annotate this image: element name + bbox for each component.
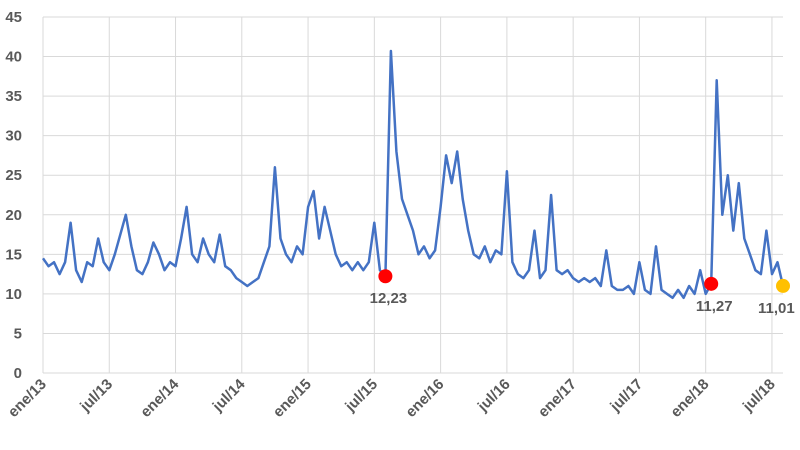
y-tick-label: 0 (14, 365, 22, 382)
x-tick-label: jul/13 (76, 376, 116, 416)
y-tick-label: 40 (5, 49, 22, 66)
y-tick-label: 25 (5, 167, 22, 184)
x-tick-label: ene/13 (5, 376, 50, 421)
data-label: 11,01 (758, 300, 795, 317)
x-tick-label: jul/15 (341, 376, 381, 416)
x-tick-label: ene/18 (667, 376, 712, 421)
y-tick-label: 10 (5, 286, 22, 303)
y-tick-label: 15 (5, 246, 22, 263)
line-series (41, 49, 785, 300)
x-tick-label: jul/17 (606, 376, 646, 416)
y-tick-label: 20 (5, 207, 22, 224)
x-tick-label: ene/16 (402, 376, 447, 421)
x-tick-label: ene/17 (535, 376, 580, 421)
data-label: 11,27 (696, 298, 733, 315)
x-tick-label: jul/16 (474, 376, 514, 416)
y-tick-label: 45 (5, 9, 22, 26)
y-tick-label: 30 (5, 128, 22, 145)
highlight-marker (704, 276, 719, 291)
x-tick-label: jul/14 (209, 375, 249, 415)
y-tick-label: 5 (14, 325, 22, 342)
x-tick-label: ene/14 (137, 375, 183, 421)
data-label: 12,23 (370, 290, 408, 307)
y-tick-label: 35 (5, 88, 22, 105)
highlight-marker (378, 269, 393, 284)
x-tick-label: jul/18 (739, 376, 779, 416)
highlight-marker (776, 278, 790, 293)
x-tick-label: ene/15 (270, 376, 315, 421)
